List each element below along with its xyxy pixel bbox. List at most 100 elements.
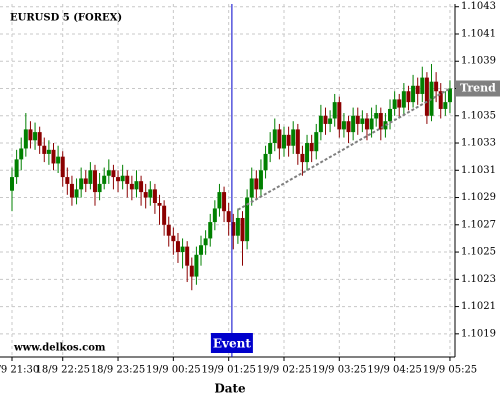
candle-body bbox=[281, 134, 286, 149]
event-label: Event bbox=[213, 337, 251, 351]
candle-body bbox=[116, 177, 121, 182]
candle-body bbox=[88, 170, 93, 184]
candle-body bbox=[323, 115, 328, 124]
candle-body bbox=[222, 192, 227, 212]
candle-body bbox=[401, 91, 406, 108]
candle-body bbox=[217, 192, 222, 209]
candle-body bbox=[406, 91, 411, 103]
candle-body bbox=[97, 183, 102, 193]
candle-body bbox=[341, 121, 346, 130]
candle-body bbox=[92, 170, 97, 193]
candle-body bbox=[162, 205, 167, 225]
candle-body bbox=[10, 177, 15, 191]
candle-body bbox=[166, 224, 171, 236]
candle-body bbox=[388, 108, 393, 122]
candle-body bbox=[180, 246, 185, 253]
candle-body bbox=[443, 102, 448, 109]
candle-body bbox=[51, 149, 56, 164]
candle-body bbox=[46, 149, 51, 154]
candle-body bbox=[120, 175, 125, 182]
candle-body bbox=[106, 170, 111, 176]
candle-body bbox=[268, 143, 273, 154]
candle-body bbox=[254, 178, 259, 190]
y-tick-label: 1.1041 bbox=[461, 28, 496, 39]
candle-body bbox=[185, 246, 190, 266]
candle-body bbox=[277, 129, 282, 149]
candle-body bbox=[134, 181, 139, 190]
y-tick-label: 1.1023 bbox=[461, 274, 496, 285]
y-tick-label: 1.1025 bbox=[461, 247, 496, 258]
candle-body bbox=[272, 129, 277, 144]
candle-body bbox=[212, 208, 217, 223]
candle-body bbox=[231, 222, 236, 236]
candle-body bbox=[28, 129, 33, 141]
candle-body bbox=[148, 189, 153, 198]
candle-body bbox=[23, 129, 28, 149]
candle-body bbox=[171, 235, 176, 242]
candle-body bbox=[346, 121, 351, 133]
candle-body bbox=[355, 115, 360, 124]
candle-body bbox=[199, 245, 204, 255]
candle-body bbox=[369, 118, 374, 130]
candle-body bbox=[226, 211, 231, 223]
candle-body bbox=[378, 113, 383, 130]
candle-body bbox=[291, 129, 296, 146]
candle-body bbox=[305, 143, 310, 163]
candle-body bbox=[37, 132, 42, 146]
candle-body bbox=[56, 156, 61, 164]
candle-body bbox=[189, 265, 194, 277]
x-tick-label: 19/9 05:25 bbox=[423, 365, 477, 376]
candle-body bbox=[208, 222, 213, 239]
candle-body bbox=[245, 197, 250, 242]
x-tick-label: 18/9 21:30 bbox=[0, 365, 39, 376]
candle-body bbox=[364, 118, 369, 130]
candle-body bbox=[152, 189, 157, 203]
candle-body bbox=[258, 170, 263, 190]
candle-body bbox=[438, 91, 443, 109]
plot-area bbox=[10, 63, 452, 291]
candle-body bbox=[360, 118, 365, 124]
candle-body bbox=[314, 132, 319, 152]
x-tick-label: 18/9 23:25 bbox=[91, 365, 145, 376]
candle-body bbox=[74, 189, 79, 198]
x-axis-title: Date bbox=[214, 382, 246, 396]
candle-body bbox=[411, 85, 416, 103]
y-tick-label: 1.1027 bbox=[461, 219, 496, 230]
candle-body bbox=[434, 81, 439, 92]
trend-line bbox=[237, 87, 451, 211]
candle-body bbox=[143, 192, 148, 198]
watermark: www.delkos.com bbox=[13, 343, 106, 354]
candle-body bbox=[429, 81, 434, 116]
candle-body bbox=[424, 77, 429, 116]
event-label-box bbox=[210, 333, 253, 353]
candle-body bbox=[129, 183, 134, 190]
candle-body bbox=[235, 217, 240, 236]
candle-body bbox=[175, 241, 180, 253]
candle-body bbox=[83, 178, 88, 184]
candle-body bbox=[125, 175, 130, 184]
candle-body bbox=[139, 181, 144, 193]
candle-body bbox=[33, 132, 38, 141]
candle-body bbox=[102, 175, 107, 184]
y-tick-label: 1.1035 bbox=[461, 110, 496, 121]
candle-body bbox=[65, 177, 70, 184]
candle-body bbox=[415, 85, 420, 94]
x-tick-label: 18/9 22:25 bbox=[35, 365, 89, 376]
candle-body bbox=[111, 170, 116, 178]
candle-body bbox=[263, 153, 268, 171]
x-tick-label: 19/9 03:25 bbox=[312, 365, 366, 376]
candle-body bbox=[309, 143, 314, 152]
candle-body bbox=[374, 113, 379, 119]
candle-body bbox=[351, 115, 356, 133]
x-tick-label: 19/9 01:25 bbox=[201, 365, 255, 376]
candle-body bbox=[60, 156, 65, 178]
x-tick-label: 19/9 02:25 bbox=[257, 365, 311, 376]
candle-body bbox=[194, 254, 199, 277]
y-tick-label: 1.1021 bbox=[461, 301, 496, 312]
candle-body bbox=[392, 99, 397, 109]
y-tick-label: 1.1033 bbox=[461, 138, 496, 149]
candle-body bbox=[203, 238, 208, 246]
trend-label: Trend bbox=[460, 82, 496, 95]
y-tick-label: 1.1031 bbox=[461, 165, 496, 176]
